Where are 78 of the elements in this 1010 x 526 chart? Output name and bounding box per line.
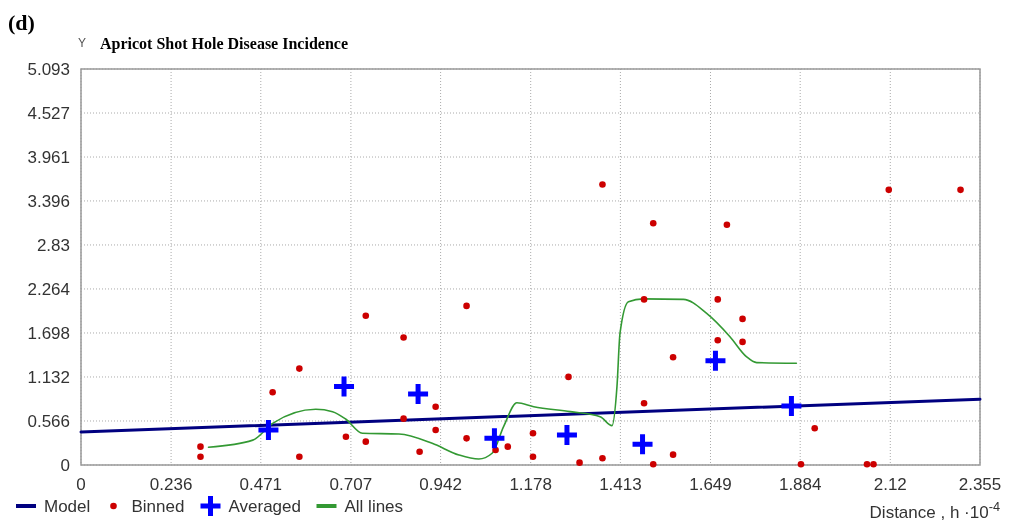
y-tick-label: 3.396 bbox=[27, 191, 70, 211]
y-tick-label: 0.566 bbox=[27, 411, 70, 431]
point bbox=[331, 374, 357, 400]
point bbox=[630, 431, 656, 457]
point bbox=[599, 181, 606, 188]
point bbox=[400, 415, 407, 422]
point bbox=[342, 433, 350, 440]
point bbox=[432, 426, 439, 434]
point bbox=[269, 388, 276, 396]
point bbox=[714, 296, 722, 303]
point bbox=[296, 453, 303, 460]
point bbox=[649, 461, 657, 468]
y-tick-label: 1.698 bbox=[27, 323, 70, 343]
x-tick-label: 1.649 bbox=[689, 475, 732, 494]
point bbox=[576, 459, 583, 466]
y-tick-label: 2.83 bbox=[36, 235, 70, 255]
point bbox=[739, 338, 746, 346]
point bbox=[554, 422, 580, 448]
point bbox=[400, 334, 407, 341]
x-tick-label: 1.884 bbox=[778, 475, 822, 494]
legend-label: Binned bbox=[131, 497, 185, 516]
x-tick-label: 2.355 bbox=[958, 475, 1002, 494]
point bbox=[432, 403, 439, 410]
point bbox=[405, 381, 431, 407]
point bbox=[870, 461, 877, 468]
x-axis-title: Distance , h ·10$^{-4}$ bbox=[869, 498, 1000, 522]
point bbox=[669, 353, 677, 361]
x-tick-label: 2.12 bbox=[873, 475, 907, 494]
point bbox=[723, 221, 731, 229]
x-tick-label: 0.236 bbox=[149, 475, 193, 494]
x-tick-label: 0.707 bbox=[329, 475, 373, 494]
y-tick-label: 2.264 bbox=[27, 279, 70, 299]
x-tick-label: 1.178 bbox=[509, 475, 552, 494]
point bbox=[640, 399, 648, 407]
y-tick-label: 5.093 bbox=[27, 60, 70, 79]
x-tick-label: 0 bbox=[76, 475, 86, 494]
point bbox=[529, 453, 537, 460]
point bbox=[504, 443, 512, 450]
point bbox=[463, 302, 470, 310]
point bbox=[885, 186, 893, 194]
y-tick-label: 3.961 bbox=[27, 148, 70, 168]
legend-label: Averaged bbox=[228, 497, 301, 516]
text: (d) bbox=[8, 10, 35, 35]
point bbox=[492, 446, 499, 454]
point bbox=[739, 315, 746, 323]
x-tick-label: 0.471 bbox=[239, 475, 283, 494]
point bbox=[714, 336, 722, 344]
line-series bbox=[207, 298, 798, 460]
point bbox=[797, 461, 805, 468]
point bbox=[702, 348, 728, 374]
point bbox=[863, 461, 871, 468]
y-axis-title: Y bbox=[78, 36, 87, 50]
point bbox=[565, 373, 572, 381]
point bbox=[481, 425, 507, 451]
point bbox=[416, 448, 423, 455]
point bbox=[296, 365, 303, 372]
y-tick-label: 1.132 bbox=[27, 367, 70, 387]
point bbox=[255, 417, 281, 443]
legend-label: All lines bbox=[344, 497, 404, 516]
legend-label: Model bbox=[44, 497, 91, 516]
point bbox=[197, 443, 204, 450]
chart-title: Apricot Shot Hole Disease Incidence bbox=[100, 35, 348, 53]
x-tick-label: 1.413 bbox=[599, 475, 642, 494]
point bbox=[599, 455, 606, 462]
point bbox=[362, 312, 370, 320]
y-tick-label: 0 bbox=[60, 456, 70, 475]
point bbox=[362, 438, 370, 445]
point bbox=[463, 435, 470, 442]
point bbox=[649, 219, 657, 227]
y-tick-label: 4.527 bbox=[27, 104, 70, 124]
x-tick-label: 0.942 bbox=[419, 475, 462, 494]
point bbox=[778, 393, 804, 419]
point bbox=[811, 425, 819, 432]
point bbox=[957, 186, 964, 194]
point bbox=[529, 429, 537, 437]
point bbox=[197, 453, 204, 460]
point bbox=[669, 451, 677, 458]
point bbox=[640, 296, 648, 303]
